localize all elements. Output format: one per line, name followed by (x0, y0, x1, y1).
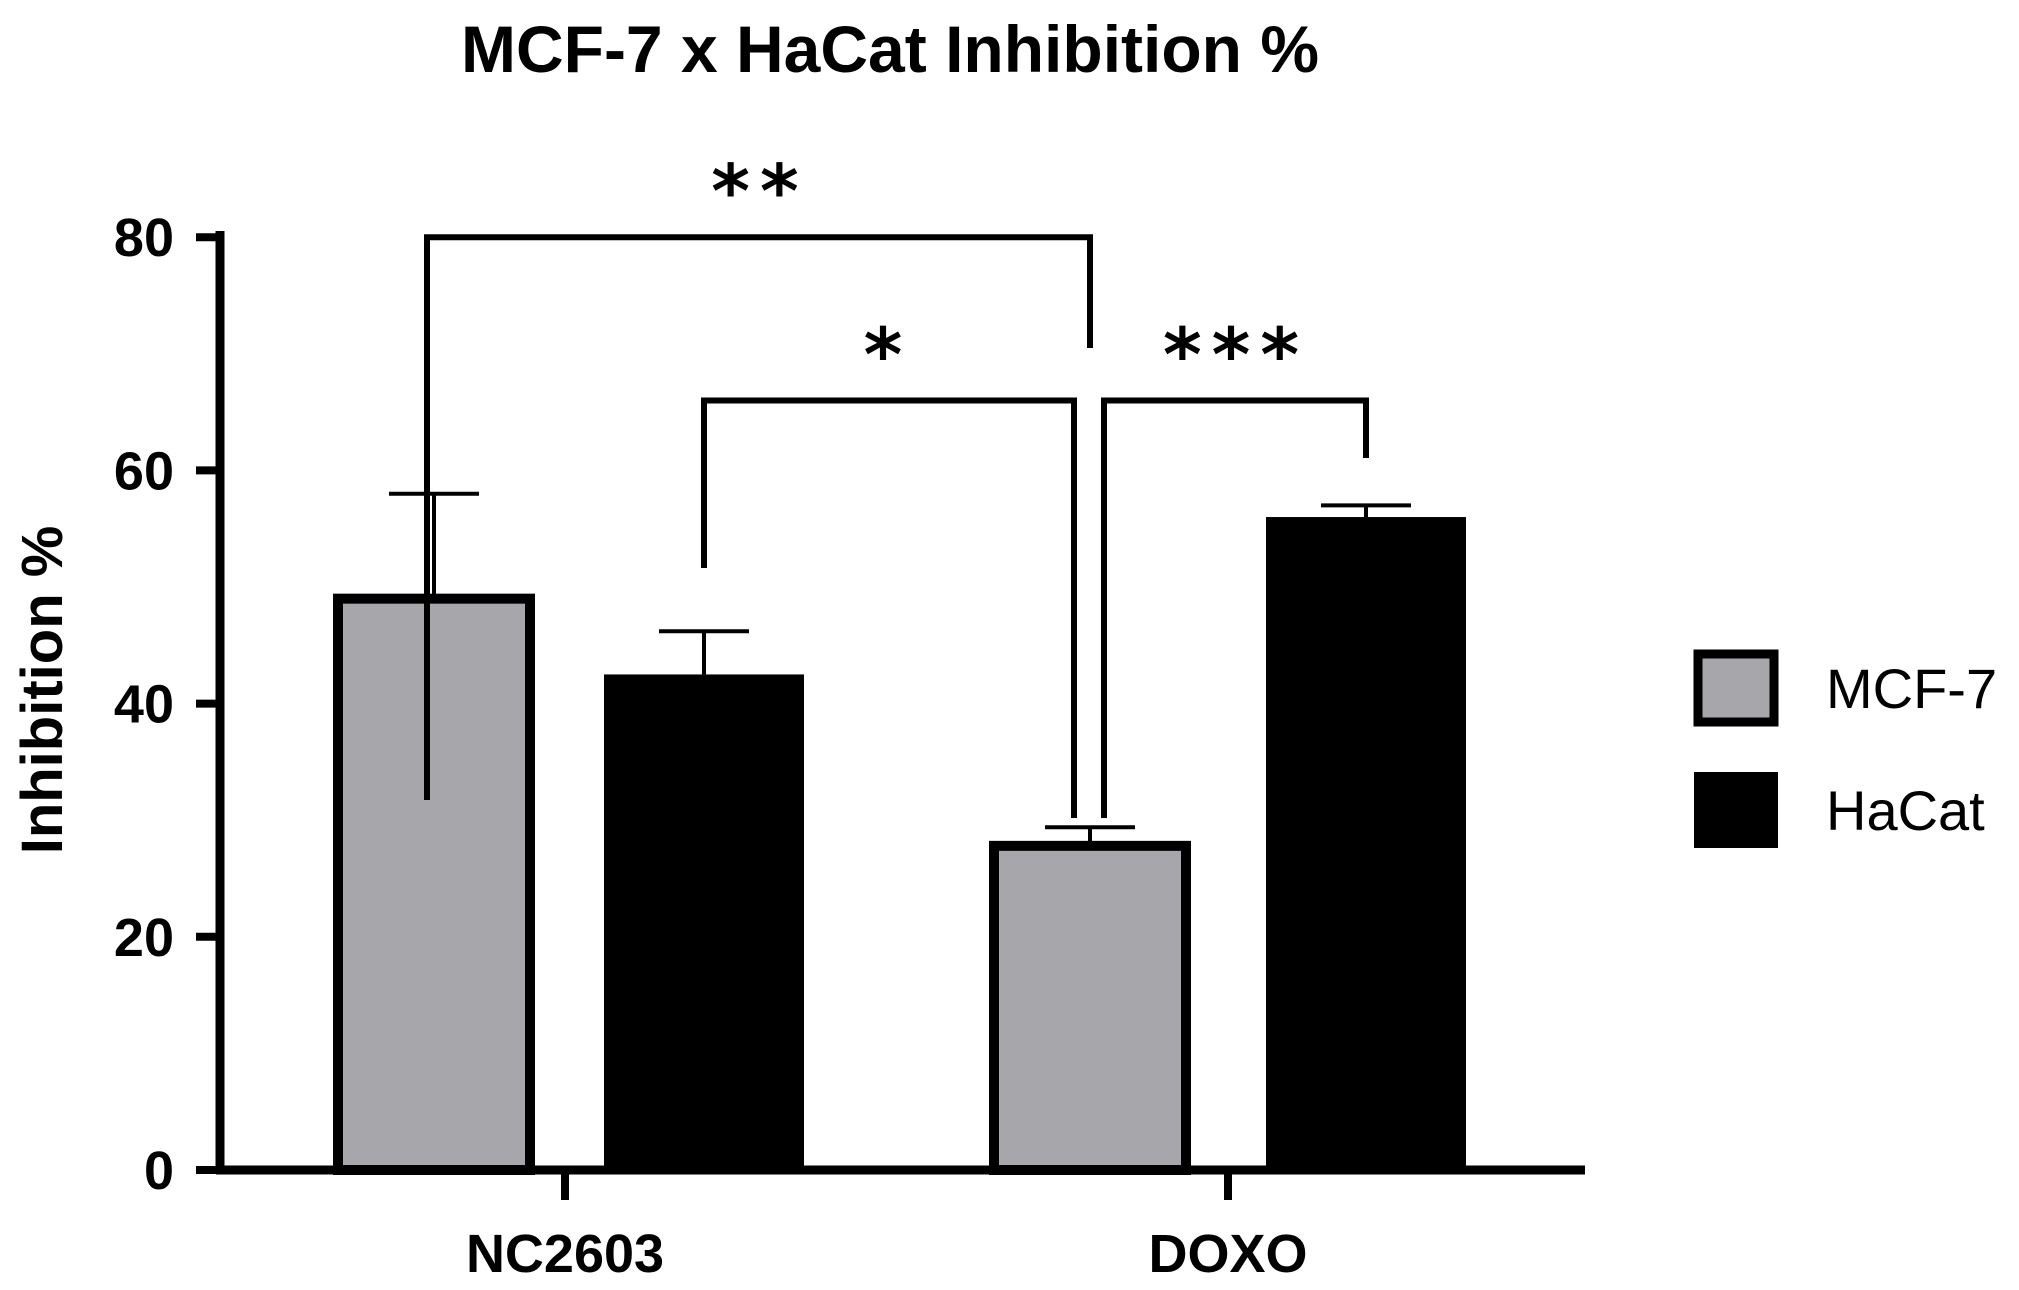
error-bars-group (389, 491, 1411, 846)
bars-group (333, 517, 1466, 1175)
legend-swatch-mcf-7 (1693, 649, 1779, 727)
significance-label: *** (1163, 312, 1309, 398)
significance-label: * (864, 312, 913, 398)
legend: MCF-7 HaCat (1693, 649, 1997, 848)
bar-mcf-7-nc2603 (333, 593, 535, 1175)
y-tick-label: 0 (144, 1141, 174, 1201)
significance-bracket (424, 234, 1093, 800)
y-axis-ticks: 0 20 40 60 80 (114, 208, 220, 1201)
legend-swatch-hacat (1694, 772, 1778, 848)
bar-hacat-doxo (1266, 517, 1466, 1170)
chart-title: MCF-7 x HaCat Inhibition % (461, 12, 1319, 86)
bar-hacat-nc2603 (604, 674, 804, 1170)
significance-bracket (1101, 397, 1369, 818)
y-tick-label: 60 (114, 441, 174, 501)
legend-label-mcf-7: MCF-7 (1826, 657, 1997, 720)
y-tick-label: 80 (114, 208, 174, 268)
y-axis-label: Inhibition % (10, 526, 75, 855)
significance-brackets: *** *** (424, 149, 1369, 818)
x-tick-label: NC2603 (466, 1224, 664, 1284)
x-axis-categories: NC2603 DOXO (466, 1170, 1308, 1284)
bar-mcf-7-doxo (989, 840, 1191, 1175)
significance-bracket (701, 397, 1077, 818)
legend-label-hacat: HaCat (1826, 779, 1985, 842)
y-tick-label: 40 (114, 675, 174, 735)
x-tick-label: DOXO (1148, 1224, 1307, 1284)
significance-label: ** (711, 149, 808, 235)
y-tick-label: 20 (114, 908, 174, 968)
